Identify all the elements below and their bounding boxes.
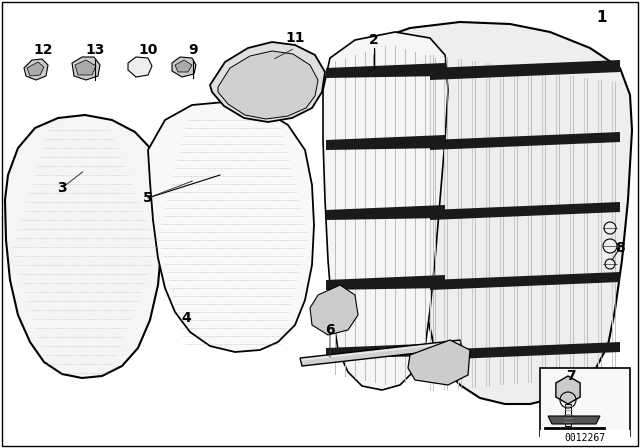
Text: 3: 3: [57, 181, 67, 195]
Polygon shape: [148, 102, 314, 352]
Text: 13: 13: [85, 43, 105, 57]
Polygon shape: [172, 57, 196, 77]
Text: 12: 12: [33, 43, 52, 57]
Text: 10: 10: [138, 43, 157, 57]
Polygon shape: [323, 32, 448, 390]
Polygon shape: [326, 205, 445, 220]
Text: 5: 5: [143, 191, 153, 205]
Text: 4: 4: [181, 311, 191, 325]
Text: 2: 2: [369, 33, 379, 47]
Polygon shape: [310, 285, 358, 335]
Polygon shape: [326, 343, 445, 358]
Polygon shape: [5, 115, 163, 378]
Bar: [565, 404, 571, 426]
Polygon shape: [430, 342, 620, 360]
Polygon shape: [342, 22, 632, 404]
Text: 1: 1: [596, 10, 607, 26]
Polygon shape: [128, 57, 152, 77]
Polygon shape: [548, 416, 600, 424]
Polygon shape: [326, 275, 445, 290]
Circle shape: [604, 222, 616, 234]
Text: 7: 7: [566, 369, 576, 383]
Polygon shape: [326, 63, 445, 78]
Bar: [540, 368, 630, 436]
Text: 0012267: 0012267: [564, 433, 605, 443]
Polygon shape: [218, 51, 318, 119]
Polygon shape: [430, 202, 620, 220]
Polygon shape: [556, 376, 580, 404]
Polygon shape: [72, 57, 100, 80]
Text: 11: 11: [285, 31, 305, 45]
Polygon shape: [210, 42, 325, 122]
Polygon shape: [430, 60, 620, 80]
Circle shape: [605, 259, 615, 269]
Polygon shape: [430, 132, 620, 150]
Polygon shape: [175, 60, 192, 72]
Text: 9: 9: [188, 43, 198, 57]
Polygon shape: [430, 272, 620, 290]
Text: 6: 6: [325, 323, 335, 337]
Polygon shape: [326, 135, 445, 150]
Polygon shape: [300, 340, 462, 366]
Bar: [540, 430, 630, 444]
Circle shape: [603, 239, 617, 253]
Polygon shape: [24, 59, 48, 80]
Text: 8: 8: [615, 241, 625, 255]
Polygon shape: [75, 60, 96, 75]
Polygon shape: [408, 340, 470, 385]
Polygon shape: [27, 62, 44, 76]
